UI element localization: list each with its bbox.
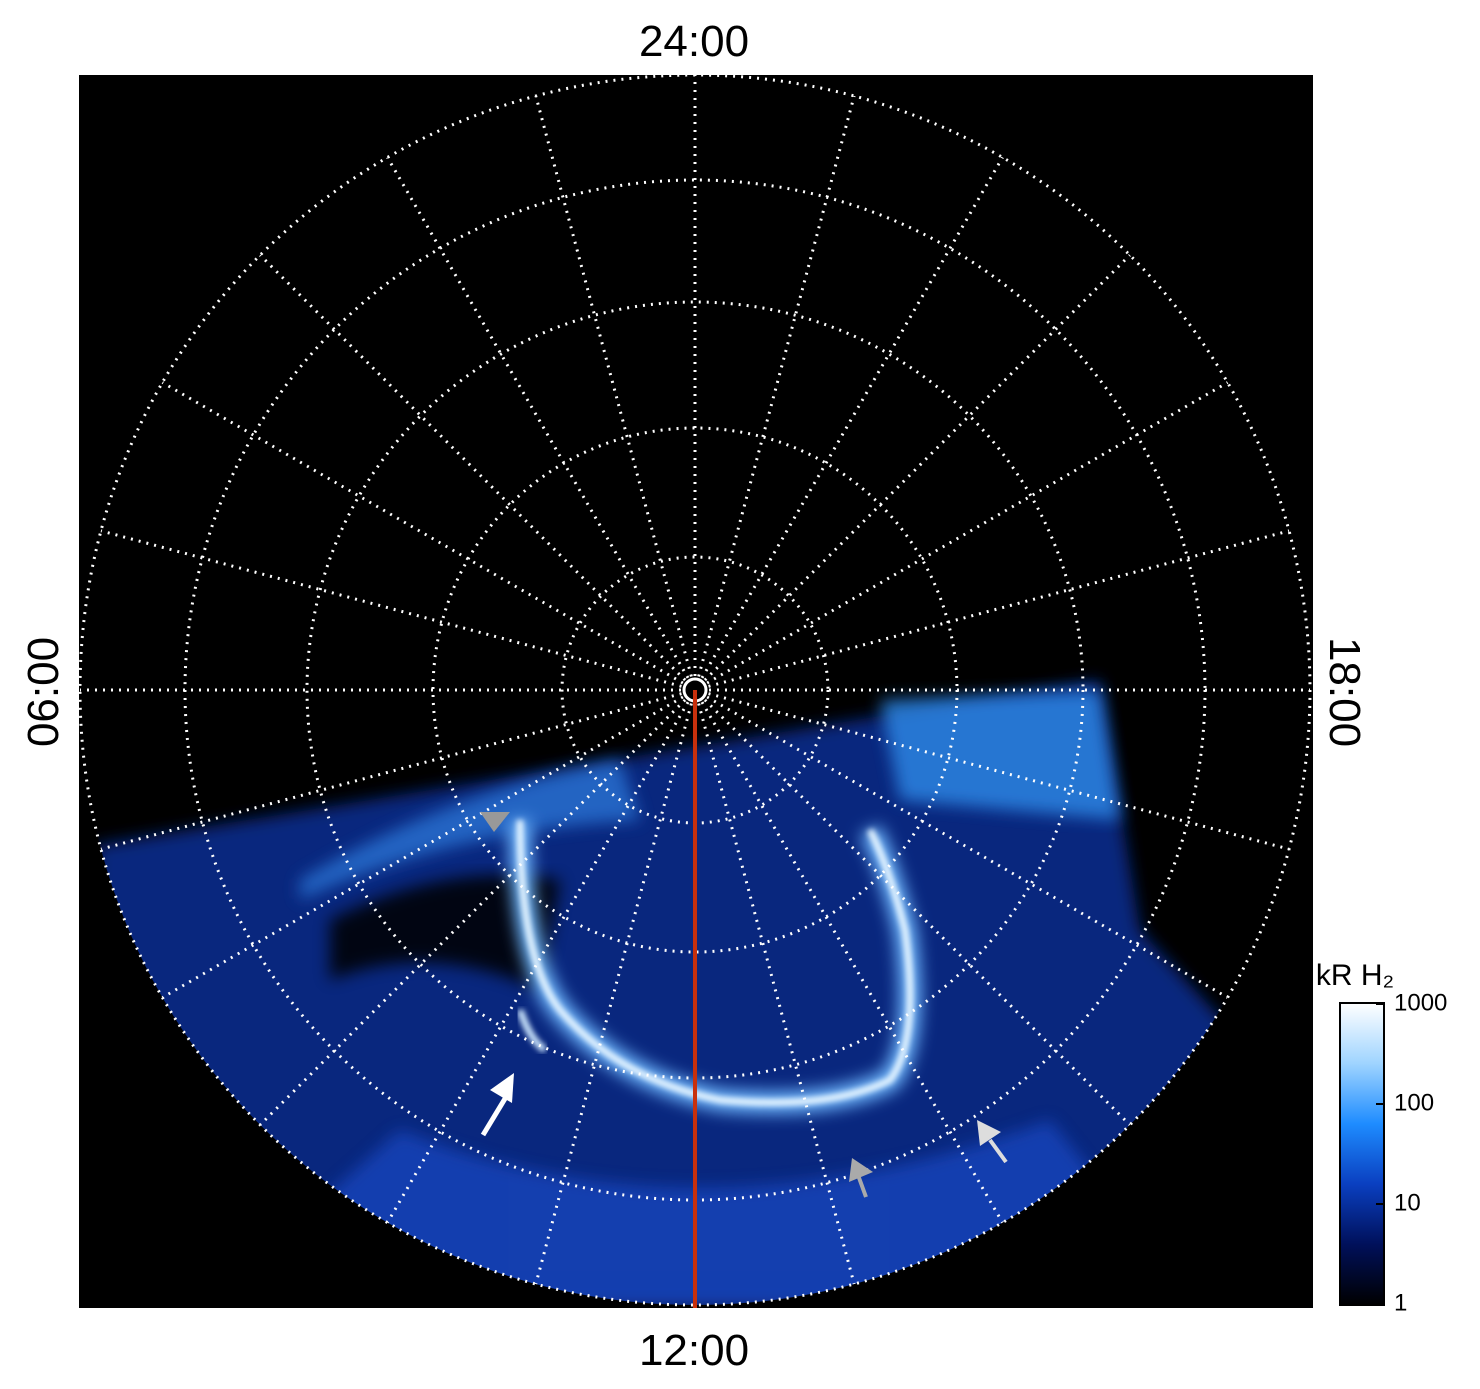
emission-dusk xyxy=(880,690,1120,820)
arrow-head xyxy=(849,1158,873,1182)
colorbar-label: kR H₂ xyxy=(1316,959,1394,992)
colorbar-tick-label: 1 xyxy=(1394,1289,1407,1316)
main-oval xyxy=(516,819,914,1106)
emission-dawn xyxy=(300,760,640,900)
colorbar-tick-label: 1000 xyxy=(1394,989,1447,1016)
arc-feature xyxy=(516,1008,548,1053)
arrow xyxy=(480,1095,509,1137)
colorbar-tick-label: 10 xyxy=(1394,1189,1421,1216)
annotation-arrows xyxy=(480,812,1008,1198)
arrow-head xyxy=(480,812,510,832)
arrow-head xyxy=(977,1120,1001,1146)
colorbar xyxy=(1339,1002,1385,1306)
aurora-image xyxy=(95,680,1250,1305)
arrow xyxy=(988,1138,1008,1164)
direction-label: 18:00 xyxy=(1320,637,1369,747)
arrow-head xyxy=(490,1073,514,1103)
direction-label: 12:00 xyxy=(639,1326,749,1375)
dark-region xyxy=(330,875,560,990)
arrow xyxy=(856,1174,868,1198)
direction-label: 24:00 xyxy=(639,17,749,66)
direction-label: 06:00 xyxy=(19,637,68,747)
colorbar-tick-label: 100 xyxy=(1394,1089,1434,1116)
